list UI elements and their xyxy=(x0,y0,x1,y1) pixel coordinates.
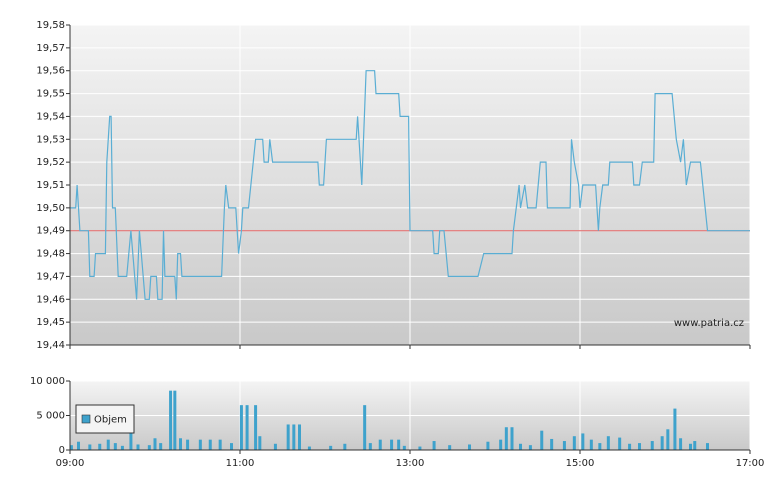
volume-bar xyxy=(504,427,508,450)
x-tick-label: 17:00 xyxy=(736,458,765,469)
volume-bar xyxy=(448,445,452,450)
volume-bar xyxy=(618,437,622,450)
volume-bar xyxy=(173,390,177,450)
volume-bar xyxy=(230,443,233,450)
volume-bar xyxy=(113,443,117,450)
volume-bar xyxy=(510,427,514,450)
y-tick-label: 19,47 xyxy=(36,271,65,282)
volume-bar xyxy=(153,438,157,450)
volume-bar xyxy=(550,438,554,450)
volume-bar xyxy=(562,441,566,450)
volume-bar xyxy=(363,405,367,450)
y-tick-label: 19,58 xyxy=(36,20,65,31)
y-tick-label: 0 xyxy=(59,445,65,456)
y-tick-label: 10 000 xyxy=(30,376,65,387)
volume-bar xyxy=(343,443,347,450)
volume-bar xyxy=(245,405,249,450)
volume-bar xyxy=(159,443,163,450)
volume-bar xyxy=(519,443,522,450)
volume-bar xyxy=(432,441,436,450)
volume-bar xyxy=(69,445,73,450)
y-tick-label: 19,55 xyxy=(36,89,65,100)
legend-swatch xyxy=(81,414,91,424)
volume-bar xyxy=(120,445,124,450)
volume-bar xyxy=(468,444,471,450)
volume-bar xyxy=(136,444,140,450)
volume-bar xyxy=(650,441,654,450)
volume-bar xyxy=(589,439,593,450)
volume-bar xyxy=(397,439,401,450)
volume-bar xyxy=(258,436,262,450)
volume-bar xyxy=(673,408,677,450)
watermark: www.patria.cz xyxy=(674,318,744,329)
volume-bar xyxy=(169,390,173,450)
volume-bar xyxy=(198,439,202,450)
volume-bar xyxy=(378,439,382,450)
x-tick-label: 09:00 xyxy=(56,458,85,469)
volume-bar xyxy=(368,443,372,450)
volume-bar xyxy=(147,445,151,450)
volume-bar xyxy=(286,424,290,450)
y-tick-label: 19,51 xyxy=(36,180,65,191)
volume-bar xyxy=(239,405,243,450)
volume-bar xyxy=(606,436,610,450)
volume-bar xyxy=(273,443,277,450)
y-tick-label: 19,50 xyxy=(36,203,65,214)
volume-bar xyxy=(329,445,333,450)
legend-label: Objem xyxy=(94,415,127,426)
volume-bar xyxy=(486,441,490,450)
volume-bar xyxy=(402,445,406,450)
volume-bar xyxy=(693,441,697,450)
y-tick-label: 19,57 xyxy=(36,43,65,54)
x-tick-label: 11:00 xyxy=(226,458,255,469)
volume-bar xyxy=(598,443,602,450)
y-tick-label: 19,49 xyxy=(36,226,65,237)
volume-bar xyxy=(706,443,709,450)
y-tick-label: 19,44 xyxy=(36,340,65,351)
volume-bar xyxy=(660,436,664,450)
volume-bar xyxy=(638,443,641,450)
volume-bar xyxy=(499,439,503,450)
legend: Objem xyxy=(75,404,135,434)
y-tick-label: 19,54 xyxy=(36,111,65,122)
volume-bar xyxy=(307,446,311,450)
x-tick-label: 15:00 xyxy=(566,458,595,469)
volume-bar xyxy=(628,443,632,450)
volume-bar xyxy=(390,439,394,450)
volume-bar xyxy=(254,405,258,450)
price-line xyxy=(70,70,750,300)
volume-bar xyxy=(292,424,296,450)
volume-bar xyxy=(106,439,110,450)
volume-bar xyxy=(208,439,212,450)
volume-bar xyxy=(540,430,544,450)
volume-bar xyxy=(679,438,683,450)
y-tick-label: 5 000 xyxy=(36,411,65,422)
volume-bar xyxy=(572,436,576,450)
volume-bar xyxy=(298,424,301,450)
volume-bar xyxy=(666,429,670,450)
y-tick-label: 19,56 xyxy=(36,66,65,77)
volume-bar xyxy=(418,446,422,450)
volume-bar xyxy=(77,441,80,450)
volume-bar xyxy=(218,439,222,450)
x-tick-label: 13:00 xyxy=(396,458,425,469)
y-tick-label: 19,45 xyxy=(36,317,65,328)
y-tick-label: 19,48 xyxy=(36,249,65,260)
y-tick-label: 19,46 xyxy=(36,294,65,305)
y-tick-label: 19,52 xyxy=(36,157,65,168)
volume-bar xyxy=(88,444,92,450)
y-tick-label: 19,53 xyxy=(36,134,65,145)
volume-bar xyxy=(689,443,692,450)
volume-bar xyxy=(186,439,190,450)
volume-bar xyxy=(98,443,102,450)
volume-bar xyxy=(179,438,182,450)
volume-bar xyxy=(581,433,585,450)
volume-bar xyxy=(528,445,532,450)
